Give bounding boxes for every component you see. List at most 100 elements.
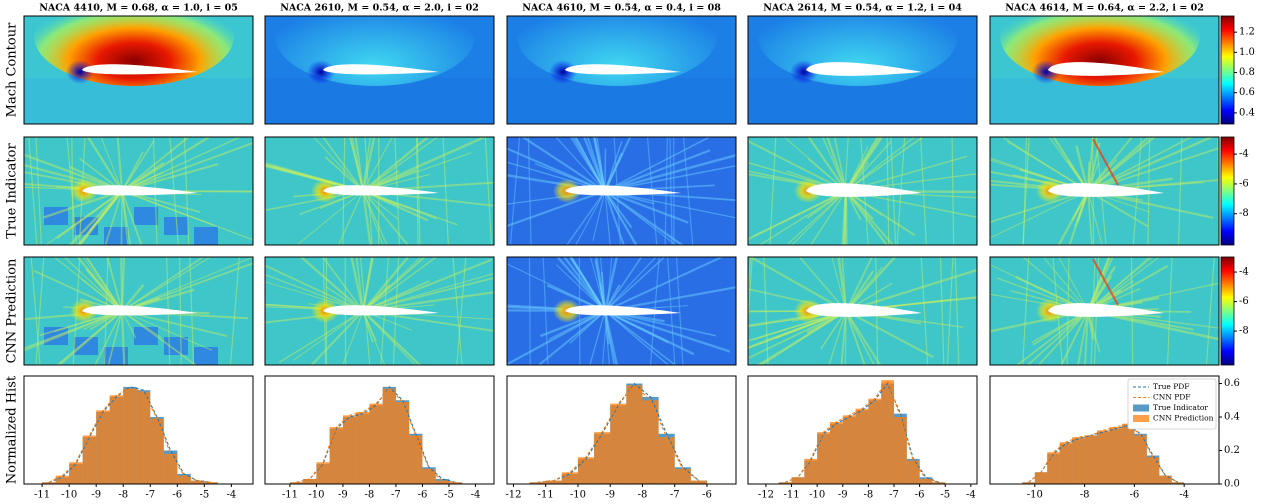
patch (134, 207, 158, 225)
hist-bar (791, 477, 805, 484)
streak (569, 257, 606, 312)
hist-bar (778, 482, 792, 484)
field (748, 16, 977, 124)
streak (596, 137, 606, 192)
streak (362, 257, 373, 312)
streak (362, 258, 492, 312)
streak (121, 151, 144, 192)
field (265, 137, 494, 245)
streak (1015, 310, 1089, 365)
field-image (747, 15, 978, 125)
hist-bar (55, 475, 70, 484)
colorbar-tick-label: -6 (1239, 296, 1249, 307)
x-tick-label: -7 (391, 490, 401, 501)
field (748, 257, 977, 365)
hist-bar (409, 435, 423, 484)
streak (845, 310, 866, 365)
panel-frame (747, 256, 978, 366)
streak (666, 257, 676, 365)
streak (570, 257, 606, 312)
colorbar (1220, 256, 1235, 366)
streak (758, 190, 847, 245)
hist-bar (855, 408, 869, 484)
streak (1087, 282, 1219, 312)
streak (278, 310, 364, 363)
hist-bar (545, 480, 562, 484)
x-tick-label: -9 (838, 490, 848, 501)
streak (362, 190, 438, 220)
hist-bar (881, 380, 895, 484)
patch (104, 227, 128, 245)
shock (1092, 138, 1119, 186)
streak (265, 274, 364, 312)
streak (604, 149, 711, 193)
streak (507, 263, 606, 312)
field-image (989, 15, 1220, 125)
streak (86, 137, 124, 192)
streak (362, 310, 374, 343)
streak (542, 257, 549, 365)
streak (748, 257, 753, 328)
hist-bar (316, 462, 330, 484)
field-image (23, 136, 254, 246)
patch (164, 217, 188, 235)
pdf-line (296, 386, 456, 483)
colorbar-tick-label: -6 (1239, 178, 1249, 189)
legend-label: True Indicator (1153, 403, 1208, 412)
panel-frame (506, 15, 737, 125)
hist-bar (1159, 475, 1172, 484)
streak (100, 137, 123, 192)
stagnation (549, 60, 577, 84)
patch (164, 337, 188, 355)
streak (575, 190, 606, 245)
streak (507, 310, 606, 365)
streak (107, 310, 123, 365)
x-tick-label: -9 (91, 490, 101, 501)
panel-frame (747, 136, 978, 246)
hist-bar (829, 422, 843, 484)
streak (1026, 310, 1089, 365)
row-label: CNN Prediction (5, 258, 20, 363)
streak (939, 257, 945, 365)
streak (507, 147, 606, 192)
streak (121, 257, 253, 312)
field-image (264, 256, 495, 366)
streak (568, 257, 606, 312)
x-tick-label: -5 (199, 490, 209, 501)
legend-box (1127, 378, 1217, 430)
x-tick-label: -7 (670, 490, 680, 501)
streak (843, 190, 848, 245)
streak (675, 257, 684, 365)
streak (85, 257, 123, 312)
streak (594, 260, 606, 312)
patch (134, 327, 158, 345)
streak (592, 137, 607, 192)
streak (1022, 137, 1030, 245)
streak (845, 190, 895, 245)
axes-frame (264, 375, 495, 485)
pdf-line (784, 378, 939, 483)
streak (604, 190, 685, 245)
pdf-line (296, 387, 456, 483)
streak (783, 137, 847, 192)
x-tick-label: -4 (1179, 490, 1189, 501)
streak (1205, 257, 1215, 365)
patch (194, 347, 218, 365)
airfoil (806, 303, 922, 317)
streak (569, 137, 606, 192)
streak (1087, 137, 1134, 192)
y-tick-label: 0.6 (1224, 378, 1240, 389)
x-tick-label: -6 (1129, 490, 1139, 501)
hist-bar (82, 435, 97, 484)
axes-frame (506, 375, 737, 485)
streak (120, 310, 126, 365)
streak (845, 140, 892, 192)
streak (831, 257, 847, 312)
streak (106, 257, 123, 312)
x-tick-label: -8 (365, 490, 375, 501)
streak (604, 310, 670, 365)
hist-bar (658, 437, 675, 484)
panel-frame (264, 256, 495, 366)
streak (586, 137, 606, 192)
streak (362, 137, 393, 192)
